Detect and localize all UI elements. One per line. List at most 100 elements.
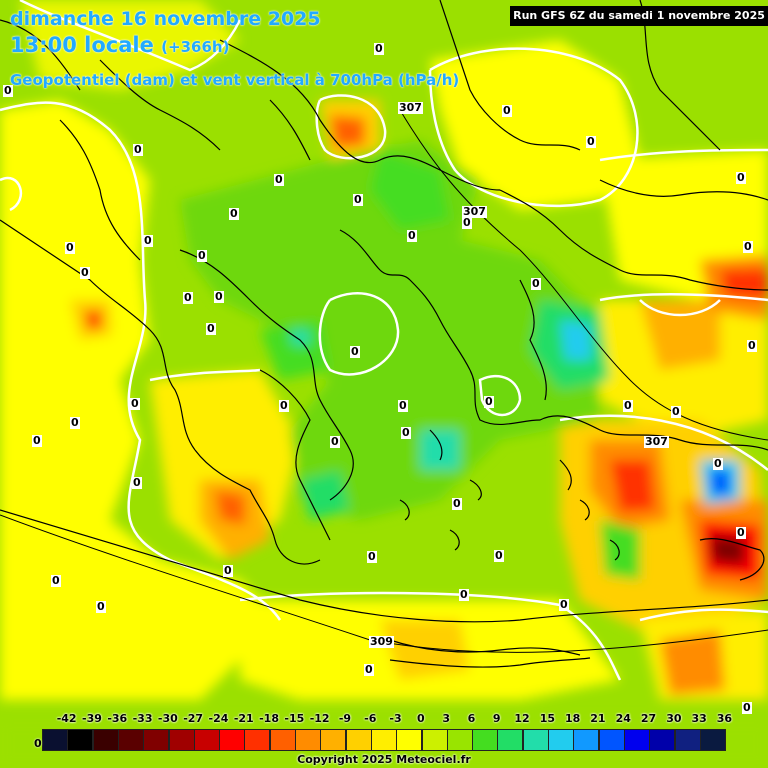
legend-label: 18: [564, 712, 581, 725]
map-value: 0: [713, 457, 723, 470]
legend-label: -21: [233, 712, 254, 725]
legend-label: 9: [492, 712, 501, 725]
map-value: 0: [452, 497, 462, 510]
map-value: 0: [279, 399, 289, 412]
legend-label: 36: [716, 712, 733, 725]
map-value: 0: [143, 234, 153, 247]
legend-label: 15: [539, 712, 555, 725]
legend-label: -12: [309, 712, 330, 725]
map-value: 0: [559, 598, 569, 611]
legend-label: -24: [208, 712, 229, 725]
map-value: 0: [353, 193, 363, 206]
map-value: 0: [65, 241, 75, 254]
legend-zero-label: 0: [34, 737, 42, 750]
legend-swatch: [143, 729, 170, 751]
legend-swatch: [269, 729, 296, 751]
legend-label: -42: [56, 712, 77, 725]
copyright-notice: Copyright 2025 Meteociel.fr: [297, 753, 471, 766]
map-value: 307: [644, 435, 669, 448]
map-value: 309: [369, 635, 394, 648]
legend-swatch: [370, 729, 397, 751]
legend-label: 21: [590, 712, 606, 725]
legend-swatch: [295, 729, 321, 751]
legend-swatch: [674, 729, 701, 751]
legend-swatch: [446, 729, 473, 751]
map-value: 0: [743, 240, 753, 253]
legend-label: 33: [691, 712, 707, 725]
map-value: 0: [742, 701, 752, 714]
map-value: 0: [367, 550, 377, 563]
legend-label: 3: [442, 712, 450, 725]
legend-swatch: [168, 729, 195, 751]
legend-swatch: [117, 729, 144, 751]
map-value: 0: [401, 426, 411, 439]
legend-swatch: [42, 729, 68, 751]
legend-label: -6: [364, 712, 377, 725]
legend-label: -3: [389, 712, 402, 725]
legend-swatch: [522, 729, 549, 751]
map-value: 0: [502, 104, 512, 117]
map-value: 0: [398, 399, 408, 412]
map-value: 0: [736, 526, 746, 539]
map-value: 0: [133, 143, 143, 156]
map-value: 0: [350, 345, 360, 358]
legend-label: -9: [338, 712, 352, 725]
legend-label: -27: [183, 712, 204, 725]
forecast-date: dimanche 16 novembre 2025: [10, 8, 321, 30]
map-value: 0: [130, 397, 140, 410]
local-time-label: 13:00 locale: [10, 33, 154, 57]
geopotential-contour-307: [399, 109, 768, 441]
map-value: 307: [398, 101, 423, 114]
map-value: 0: [736, 171, 746, 184]
map-value: 0: [494, 549, 504, 562]
legend-label: 12: [514, 712, 530, 725]
map-value: 307: [462, 205, 487, 218]
map-value: 0: [459, 588, 469, 601]
map-value: 0: [747, 339, 757, 352]
map-value: 0: [462, 216, 472, 229]
map-value: 0: [197, 249, 207, 262]
legend-label: 6: [467, 712, 476, 725]
map-value: 0: [51, 574, 61, 587]
legend-swatch: [699, 729, 726, 751]
legend-label: -30: [157, 712, 178, 725]
legend-label: -36: [107, 712, 128, 725]
legend-label: 0: [417, 712, 425, 725]
map-value: 0: [223, 564, 233, 577]
legend-swatch: [396, 729, 423, 751]
legend-label: -15: [284, 712, 305, 725]
legend-label: -39: [82, 712, 102, 725]
map-value: 0: [330, 435, 340, 448]
color-legend: -42 -39 -36 -33 -30 -27 -24 -21 -18 -15 -12 -9 -6 -3 0…: [0, 712, 768, 768]
map-value: 0: [274, 173, 284, 186]
map-value: 0: [623, 399, 633, 412]
legend-swatch: [244, 729, 271, 751]
legend-swatch: [92, 729, 119, 751]
legend-label: -33: [132, 712, 153, 725]
legend-label: 27: [640, 712, 657, 725]
legend-label: 24: [615, 712, 631, 725]
map-value: 0: [32, 434, 42, 447]
map-value: 0: [80, 266, 90, 279]
model-run-info: Run GFS 6Z du samedi 1 novembre 2025: [510, 6, 768, 26]
map-value: 0: [3, 84, 13, 97]
legend-swatch: [573, 729, 600, 751]
map-value: 0: [214, 290, 224, 303]
legend-swatch: [320, 729, 347, 751]
map-value: 0: [229, 207, 239, 220]
legend-swatch: [623, 729, 650, 751]
map-value: 0: [374, 42, 384, 55]
map-value: 0: [183, 291, 193, 304]
legend-swatch: [193, 729, 220, 751]
map-value: 0: [132, 476, 142, 489]
legend-swatch: [421, 729, 448, 751]
map-value: 0: [586, 135, 596, 148]
legend-swatch: [548, 729, 574, 751]
legend-swatch: [345, 729, 372, 751]
legend-swatch: [598, 729, 625, 751]
field-description: Geopotentiel (dam) et vent vertical à 70…: [10, 71, 460, 89]
legend-swatch: [219, 729, 246, 751]
map-value: 0: [531, 277, 541, 290]
